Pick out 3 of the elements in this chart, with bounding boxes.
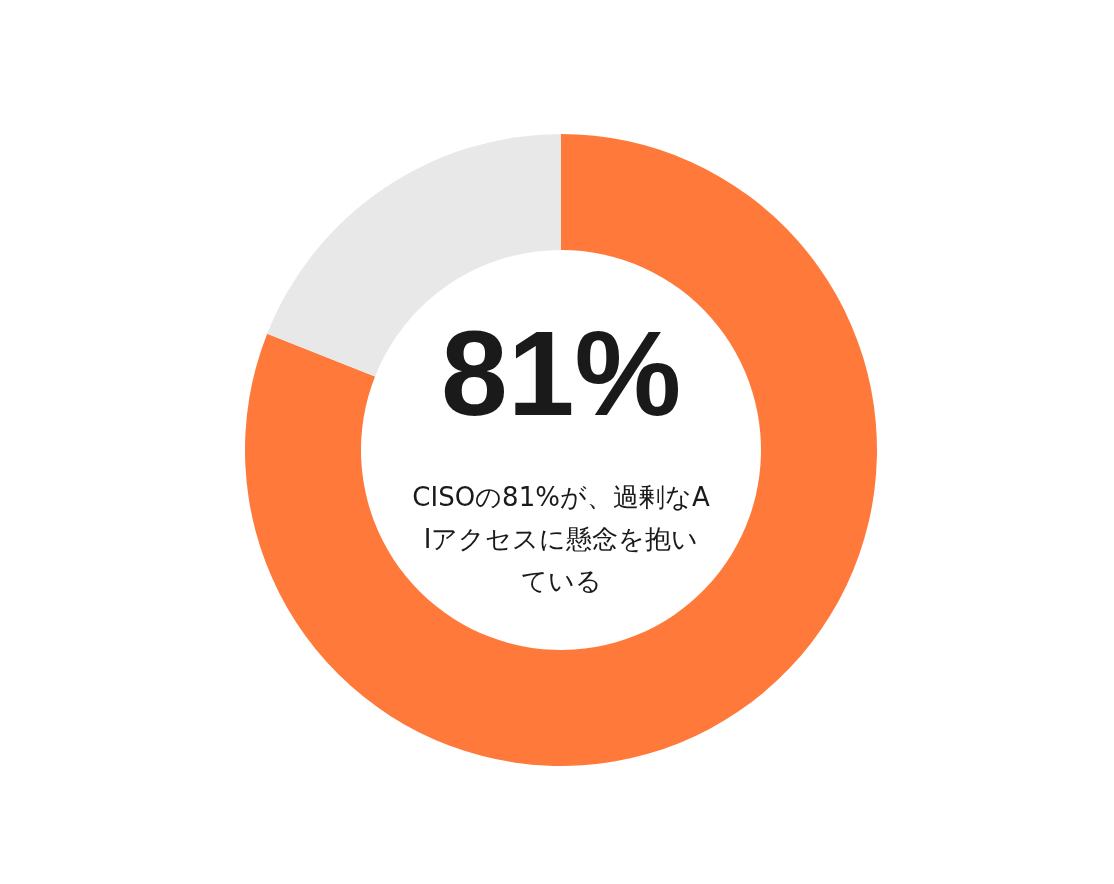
donut-slice (245, 134, 877, 766)
data-label: 81% (440, 306, 682, 440)
text: CISOの81%が、過剰なAIアクセスに懸念を抱いている (412, 482, 710, 596)
